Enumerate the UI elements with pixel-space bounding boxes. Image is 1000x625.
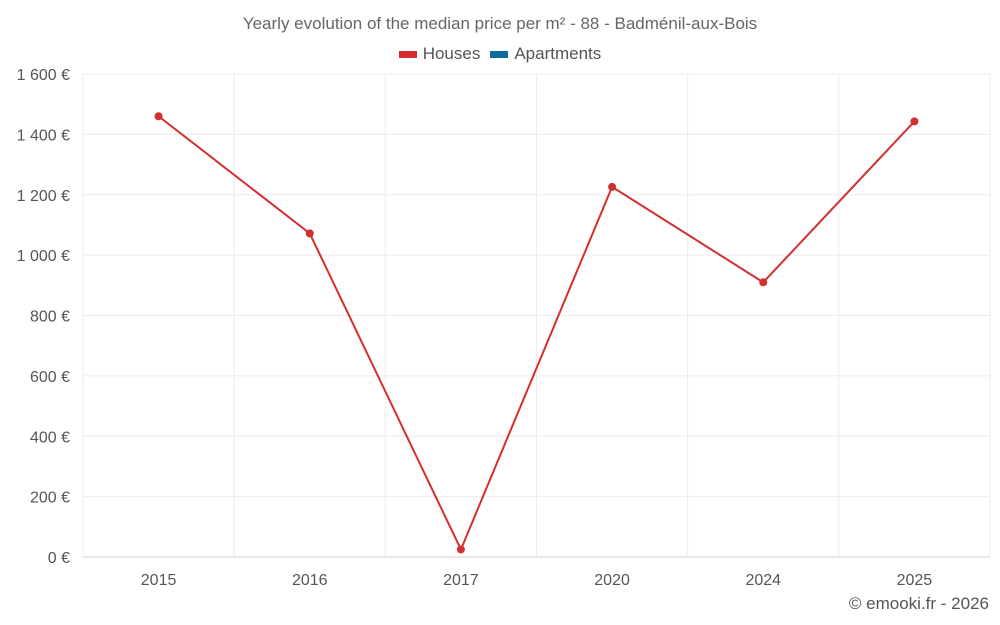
x-tick-label: 2016: [292, 572, 328, 589]
x-tick-label: 2024: [745, 572, 781, 589]
credit-text: © emooki.fr - 2026: [848, 594, 989, 613]
data-point-houses[interactable]: [154, 112, 163, 121]
x-tick-label: 2025: [897, 572, 933, 589]
y-tick-label: 1 400 €: [17, 127, 70, 144]
data-point-houses[interactable]: [456, 545, 465, 554]
y-tick-label: 200 €: [30, 490, 70, 507]
y-tick-label: 1 600 €: [17, 67, 70, 84]
data-point-houses[interactable]: [910, 117, 919, 126]
data-point-houses[interactable]: [305, 229, 314, 238]
legend-item-apartments[interactable]: Apartments: [490, 44, 601, 64]
y-tick-label: 1 000 €: [17, 248, 70, 265]
y-tick-label: 1 200 €: [17, 188, 70, 205]
legend-label-houses: Houses: [422, 44, 481, 63]
y-tick-label: 800 €: [30, 309, 70, 326]
x-tick-label: 2015: [141, 572, 177, 589]
y-tick-label: 600 €: [30, 369, 70, 386]
y-tick-label: 400 €: [30, 429, 70, 446]
legend-swatch-apartments: [490, 50, 509, 58]
legend-item-houses[interactable]: Houses: [398, 44, 481, 64]
chart-title: Yearly evolution of the median price per…: [242, 14, 758, 33]
series-line-houses: [157, 115, 916, 552]
legend-label-apartments: Apartments: [514, 44, 602, 63]
data-point-houses[interactable]: [759, 278, 768, 287]
x-tick-label: 2020: [594, 572, 630, 589]
data-point-houses[interactable]: [608, 182, 617, 191]
legend-swatch-houses: [398, 50, 417, 58]
y-tick-label: 0 €: [48, 550, 70, 567]
x-tick-label: 2017: [443, 572, 479, 589]
legend: Houses Apartments: [0, 44, 1000, 64]
